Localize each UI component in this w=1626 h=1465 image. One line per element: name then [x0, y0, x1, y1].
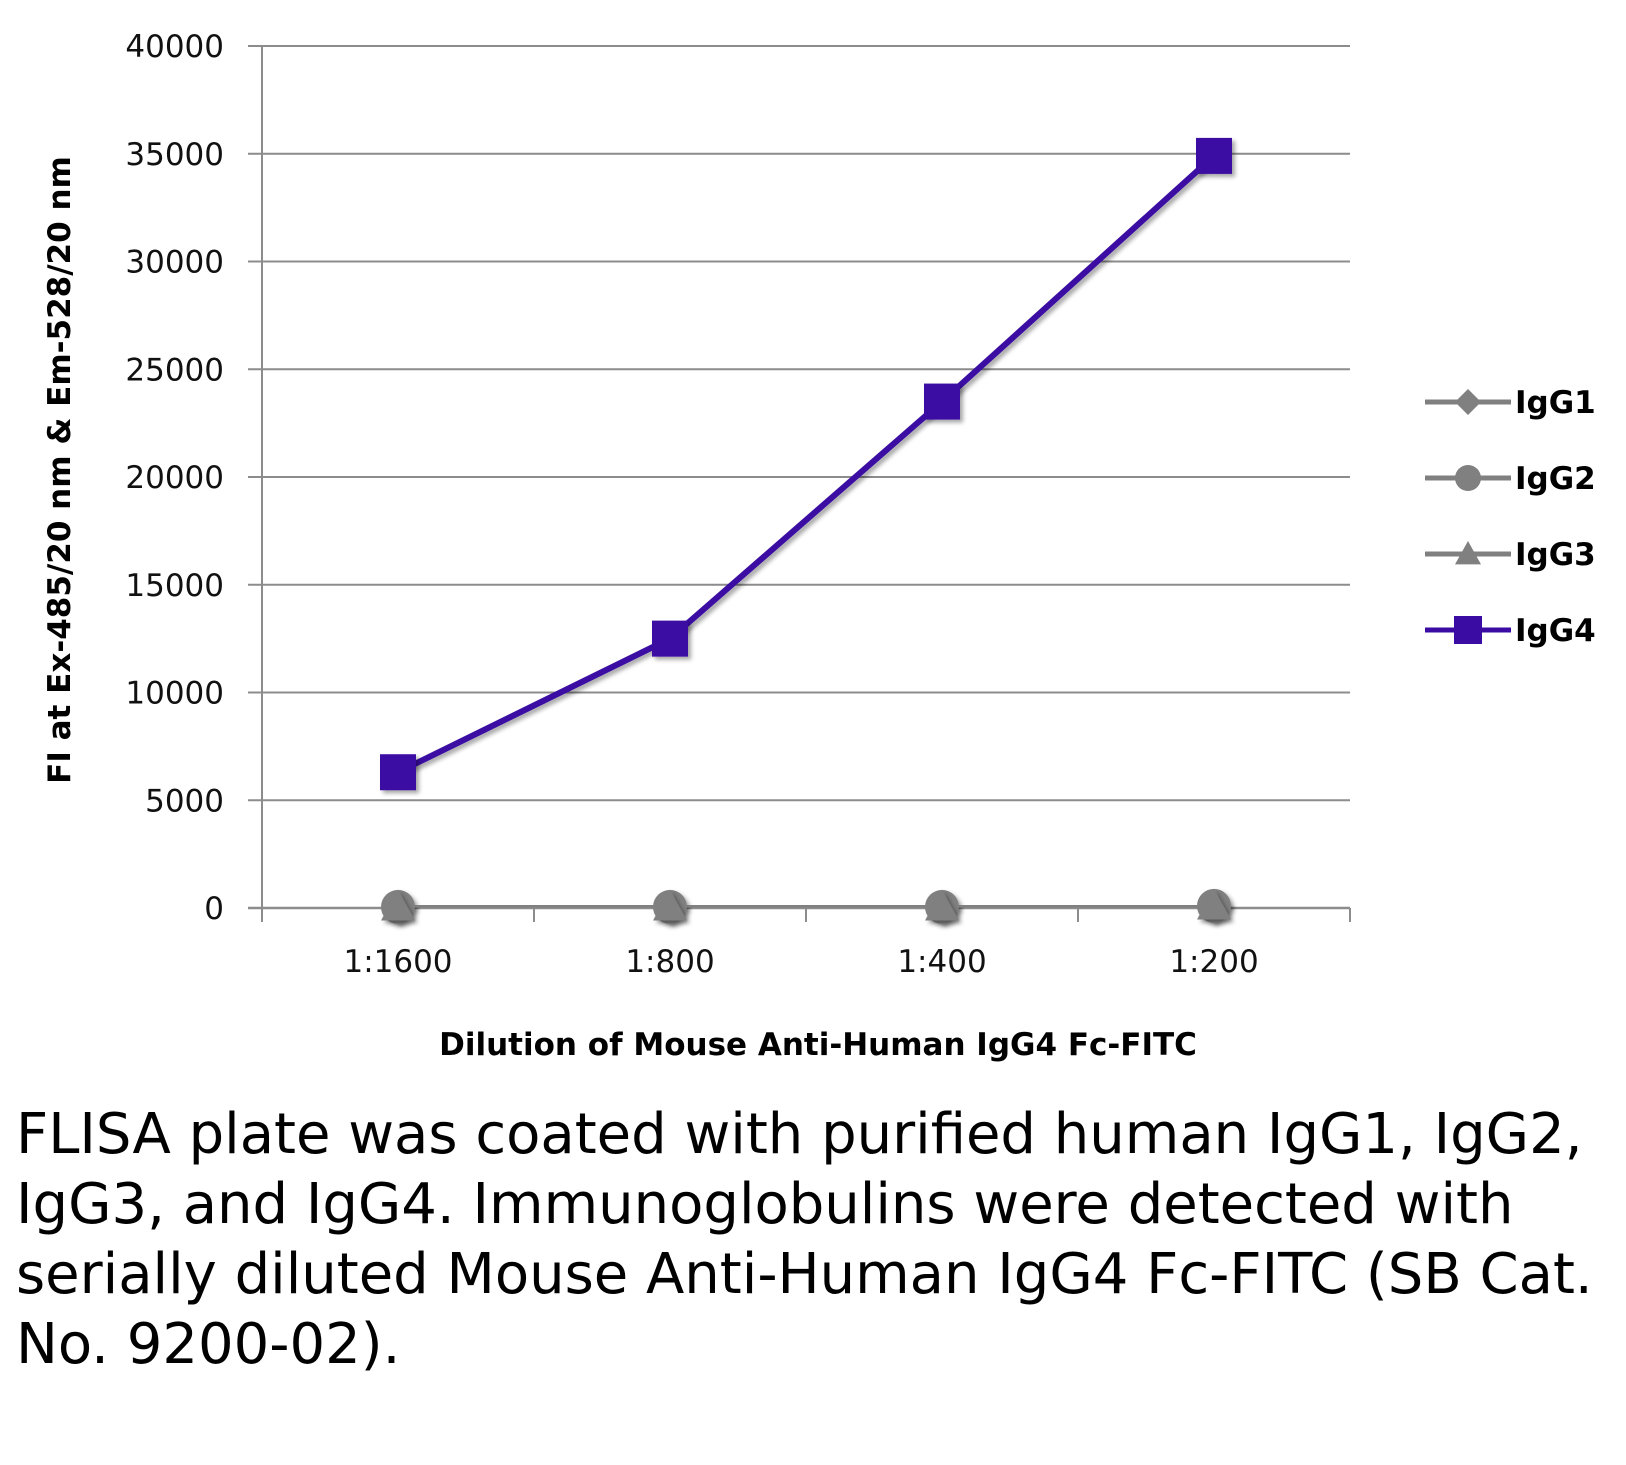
y-tick-label: 30000: [125, 245, 224, 281]
data-point: [924, 383, 960, 420]
y-tick-label: 35000: [125, 137, 224, 173]
series-igg4: [380, 137, 1232, 791]
y-axis-title: FI at Ex-485/20 nm & Em-528/20 nm: [42, 156, 78, 784]
legend-marker: [1455, 541, 1481, 565]
y-tick-label: 25000: [125, 352, 224, 388]
legend-item-igg1: IgG1: [1425, 385, 1596, 421]
legend-marker: [1455, 389, 1481, 415]
series-line: [398, 902, 1215, 910]
legend-label: IgG3: [1515, 537, 1596, 573]
data-point: [652, 620, 688, 657]
x-axis-title: Dilution of Mouse Anti-Human IgG4 Fc-FIT…: [439, 1027, 1197, 1063]
series-line: [396, 153, 1217, 775]
x-tick-label: 1:1600: [343, 944, 452, 980]
legend-label: IgG4: [1515, 613, 1596, 649]
x-tick-label: 1:400: [897, 944, 986, 980]
legend-label: IgG1: [1515, 385, 1596, 421]
y-tick-label: 20000: [125, 460, 224, 496]
series-igg3: [381, 888, 1231, 921]
legend-item-igg3: IgG3: [1425, 537, 1596, 573]
gridlines: [248, 45, 1350, 802]
legend-marker: [1454, 616, 1482, 644]
y-tick-label: 40000: [125, 29, 224, 65]
legend-label: IgG2: [1515, 461, 1596, 497]
y-tick-label: 10000: [125, 676, 224, 712]
axes: 0 5000 10000 15000 20000 25000 30000 35000 40000…: [125, 29, 1351, 980]
x-tick-label: 1:800: [625, 944, 714, 980]
y-tick-label: 5000: [145, 783, 224, 819]
legend-marker: [1455, 465, 1481, 491]
y-tick-label: 0: [204, 891, 224, 927]
legend-item-igg4: IgG4: [1425, 613, 1596, 649]
y-tick-label: 15000: [125, 568, 224, 604]
data-point: [925, 889, 959, 921]
figure-caption: FLISA plate was coated with purified hum…: [16, 1102, 1593, 1377]
line-chart: 0 5000 10000 15000 20000 25000 30000 35000 40000…: [42, 29, 1596, 1063]
data-point: [1196, 137, 1232, 174]
series-lines: [380, 137, 1232, 924]
data-point: [1197, 888, 1231, 920]
data-point: [380, 754, 416, 791]
legend: IgG1 IgG2 IgG3 IgG4: [1425, 385, 1596, 649]
data-point: [653, 889, 687, 921]
data-point: [381, 889, 415, 921]
x-tick-label: 1:200: [1169, 944, 1258, 980]
legend-item-igg2: IgG2: [1425, 461, 1596, 497]
